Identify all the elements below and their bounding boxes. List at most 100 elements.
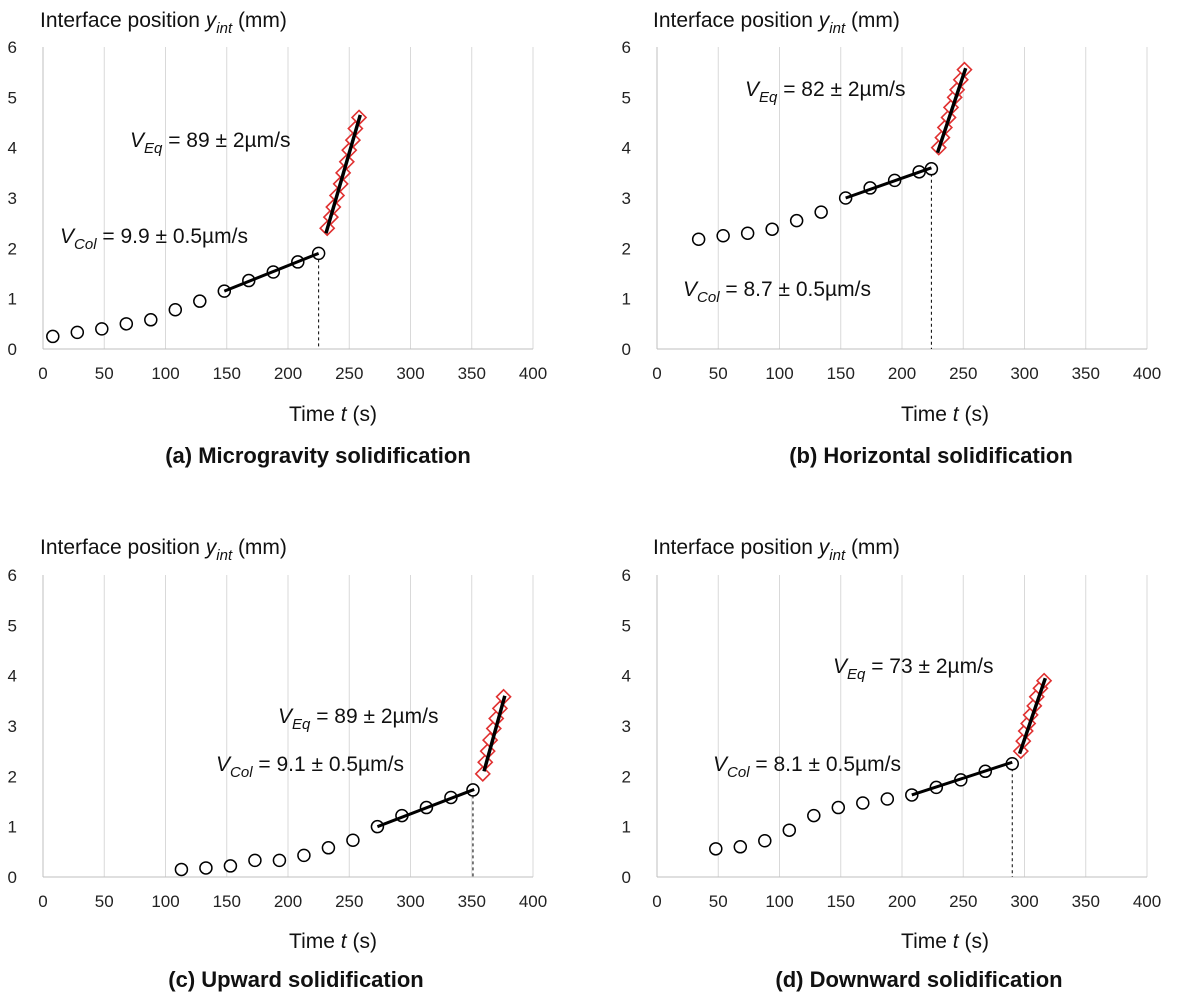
data-point-circle — [807, 808, 821, 823]
data-point-circle — [346, 833, 360, 848]
eq-fit-line — [482, 695, 507, 772]
x-tick-label: 100 — [765, 364, 793, 383]
col-fit-line — [223, 251, 320, 293]
data-point-circle — [119, 317, 134, 331]
data-point-circle — [856, 796, 870, 810]
x-tick-label: 50 — [95, 892, 114, 911]
y-axis-label: Interface position yint (mm) — [40, 9, 287, 37]
data-point-circle — [193, 294, 207, 308]
y-tick-label: 2 — [622, 767, 631, 786]
x-axis-label: Time t (s) — [901, 403, 989, 426]
data-point-circle — [740, 226, 755, 240]
x-tick-label: 200 — [888, 364, 916, 383]
y-tick-label: 3 — [622, 189, 631, 208]
panel-caption: (b) Horizontal solidification — [789, 443, 1073, 468]
col-fit-line — [911, 760, 1013, 797]
x-tick-label: 250 — [949, 892, 977, 911]
panel-caption: (d) Downward solidification — [775, 967, 1062, 992]
panel-caption: (a) Microgravity solidification — [165, 443, 471, 468]
x-tick-label: 50 — [709, 892, 728, 911]
v-eq-annotation: VEq = 73 ± 2µm/s — [833, 655, 993, 683]
x-tick-label: 400 — [519, 364, 547, 383]
data-point-circle — [831, 800, 846, 815]
data-point-circle — [691, 232, 706, 247]
x-tick-label: 0 — [38, 892, 47, 911]
data-point-circle — [248, 853, 262, 868]
v-col-annotation: VCol = 8.7 ± 0.5µm/s — [683, 278, 871, 306]
v-eq-annotation: VEq = 89 ± 2µm/s — [278, 705, 438, 733]
data-point-circle — [789, 213, 804, 228]
x-tick-label: 0 — [652, 892, 661, 911]
data-point-circle — [199, 861, 213, 875]
x-tick-label: 100 — [765, 892, 793, 911]
y-tick-label: 3 — [622, 717, 631, 736]
v-col-annotation: VCol = 8.1 ± 0.5µm/s — [713, 753, 901, 781]
x-tick-label: 400 — [1133, 364, 1161, 383]
x-axis-label: Time t (s) — [289, 930, 377, 953]
data-point-circle — [321, 841, 336, 855]
x-axis-label: Time t (s) — [901, 930, 989, 953]
x-tick-label: 350 — [1072, 892, 1100, 911]
v-eq-annotation: VEq = 82 ± 2µm/s — [745, 78, 905, 106]
x-tick-label: 350 — [1072, 364, 1100, 383]
data-point-circle — [758, 834, 772, 848]
x-tick-label: 300 — [396, 364, 424, 383]
x-tick-label: 0 — [652, 364, 661, 383]
data-point-circle — [297, 848, 311, 863]
y-tick-label: 4 — [622, 667, 631, 686]
data-point-circle — [272, 853, 287, 868]
y-tick-label: 2 — [8, 767, 17, 786]
data-point-circle — [814, 205, 828, 219]
y-axis-label: Interface position yint (mm) — [653, 536, 900, 564]
y-tick-label: 5 — [8, 88, 17, 107]
y-tick-label: 5 — [622, 616, 631, 635]
v-col-annotation: VCol = 9.9 ± 0.5µm/s — [60, 225, 248, 253]
y-tick-label: 3 — [8, 717, 17, 736]
y-tick-label: 4 — [622, 139, 631, 158]
chart-panel-1: 0 50 100 150 200 250 300 350 400 0 1 2 3 4 5 6 Interface… — [8, 9, 548, 468]
x-tick-label: 300 — [1010, 892, 1038, 911]
y-tick-label: 5 — [8, 616, 17, 635]
y-tick-label: 1 — [622, 290, 631, 309]
x-tick-label: 150 — [827, 364, 855, 383]
data-point-circle — [95, 322, 109, 336]
y-tick-label: 1 — [622, 818, 631, 837]
x-tick-label: 100 — [151, 892, 179, 911]
x-tick-label: 100 — [151, 364, 179, 383]
x-tick-label: 200 — [888, 892, 916, 911]
x-tick-label: 150 — [213, 364, 241, 383]
data-point-circle — [223, 859, 238, 873]
chart-panel-4: 0 50 100 150 200 250 300 350 400 0 1 2 3 4 5 6 Interface… — [622, 536, 1162, 992]
y-tick-label: 0 — [8, 868, 17, 887]
x-tick-label: 250 — [335, 364, 363, 383]
x-tick-label: 400 — [1133, 892, 1161, 911]
y-tick-label: 6 — [622, 38, 631, 57]
x-tick-label: 250 — [949, 364, 977, 383]
x-tick-label: 300 — [1010, 364, 1038, 383]
eq-fit-line — [935, 67, 968, 154]
v-col-annotation: VCol = 9.1 ± 0.5µm/s — [216, 753, 404, 781]
v-eq-annotation: VEq = 89 ± 2µm/s — [130, 129, 290, 157]
y-tick-label: 3 — [8, 189, 17, 208]
x-tick-label: 150 — [213, 892, 241, 911]
data-point-circle — [765, 222, 779, 236]
x-tick-label: 0 — [38, 364, 47, 383]
data-point-circle — [716, 229, 730, 243]
data-point-circle — [144, 313, 158, 327]
y-tick-label: 2 — [622, 239, 631, 258]
y-tick-label: 0 — [622, 340, 631, 359]
data-point-circle — [733, 840, 748, 854]
data-point-circle — [709, 842, 723, 856]
x-tick-label: 400 — [519, 892, 547, 911]
data-point-circle — [168, 302, 183, 317]
col-fit-line — [845, 166, 932, 200]
data-point-circle — [782, 823, 797, 837]
y-axis-label: Interface position yint (mm) — [653, 9, 900, 37]
y-tick-label: 1 — [8, 818, 17, 837]
eq-fit-line — [1017, 677, 1047, 755]
y-tick-label: 5 — [622, 88, 631, 107]
data-point-diamond — [474, 765, 491, 782]
y-tick-label: 1 — [8, 290, 17, 309]
data-point-circle — [70, 325, 85, 340]
y-tick-label: 0 — [8, 340, 17, 359]
